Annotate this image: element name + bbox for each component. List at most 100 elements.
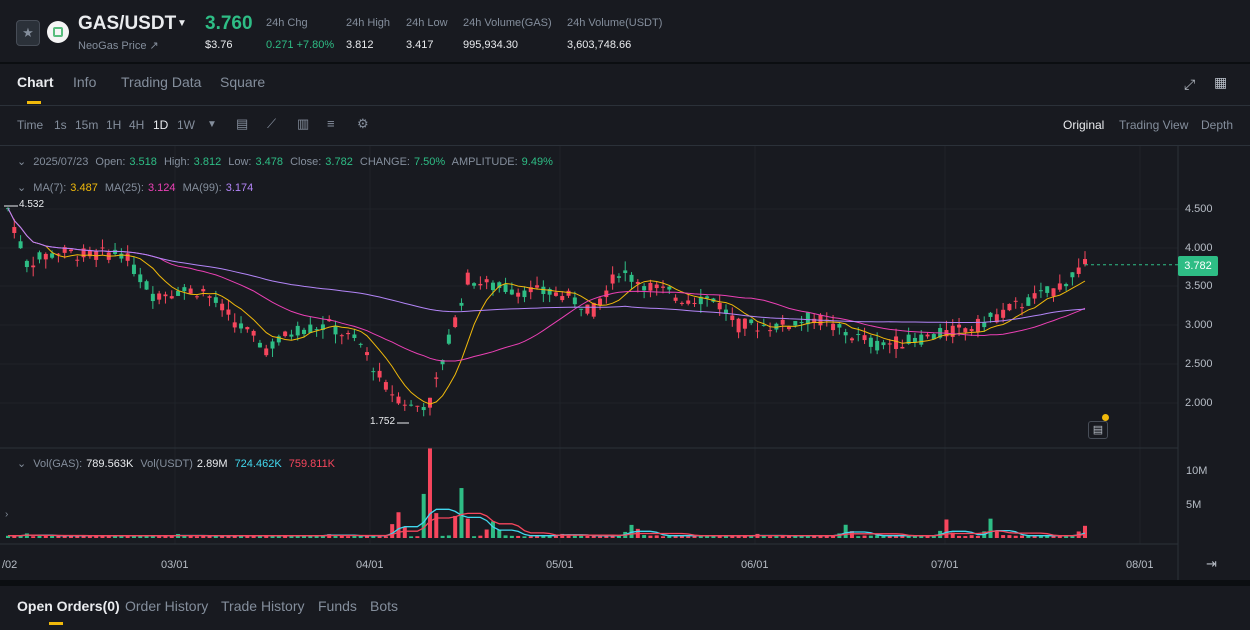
candle — [409, 404, 414, 406]
candle — [881, 342, 886, 346]
stat-24h-chg-value: 0.271 +7.80% — [266, 39, 335, 51]
expand-arrow-icon[interactable]: › — [5, 509, 9, 520]
volume-bar — [390, 524, 395, 538]
volume-bar — [289, 536, 294, 538]
indicators-icon[interactable]: ≡ — [327, 116, 335, 131]
vol-ma1-value: 724.462K — [234, 458, 282, 470]
candle — [1064, 284, 1069, 287]
candle — [673, 297, 678, 301]
layout-grid-icon[interactable]: ▦ — [1214, 74, 1228, 90]
candle — [774, 323, 779, 330]
candle — [610, 274, 615, 284]
collapse-caret-icon[interactable]: ⌄ — [17, 458, 27, 470]
candle — [679, 302, 684, 304]
volume-bar — [975, 536, 980, 538]
view-depth[interactable]: Depth — [1201, 118, 1234, 132]
collapse-caret-icon[interactable]: ⌄ — [17, 156, 27, 168]
volume-bar — [560, 533, 565, 538]
tab-trade-history[interactable]: Trade History — [221, 598, 305, 614]
calendar-icon[interactable]: ▤ — [236, 116, 249, 131]
candle — [302, 329, 307, 335]
draw-line-icon[interactable]: ⟋ — [267, 116, 277, 131]
favorite-star-icon[interactable]: ★ — [16, 20, 40, 46]
volume-bar — [453, 515, 458, 538]
interval-1w[interactable]: 1W — [177, 118, 195, 132]
candle — [1070, 272, 1075, 278]
candle — [667, 286, 672, 290]
vol-ma2-value: 759.811K — [288, 458, 336, 470]
candle — [119, 253, 124, 259]
tab-open-orders[interactable]: Open Orders(0) — [17, 598, 120, 614]
change-value: 7.50% — [414, 156, 446, 168]
volume-bar — [131, 536, 136, 538]
pair-name[interactable]: GAS/USDT — [78, 13, 177, 34]
volume-bar — [667, 535, 672, 538]
candle — [856, 334, 861, 336]
volume-bar — [113, 535, 118, 538]
ma99-label: MA(99): — [182, 182, 222, 194]
view-trading-view[interactable]: Trading View — [1119, 118, 1189, 132]
candle — [705, 296, 710, 299]
tab-bots[interactable]: Bots — [370, 598, 399, 614]
candlestick-chart[interactable] — [0, 146, 1250, 580]
event-note-icon[interactable]: ▤ — [1088, 421, 1108, 439]
settings-gear-icon[interactable]: ⚙ — [357, 116, 369, 131]
interval-1s[interactable]: 1s — [54, 118, 67, 132]
price-axis-label: 3.500 — [1185, 280, 1213, 292]
volume-bar — [711, 535, 716, 538]
volume-bar — [6, 535, 10, 538]
candle — [131, 264, 136, 274]
view-original[interactable]: Original — [1063, 118, 1105, 132]
volume-bar — [251, 536, 256, 538]
volume-bar — [1001, 535, 1006, 538]
volume-bar — [459, 488, 464, 538]
volume-bar — [686, 536, 691, 538]
tab-chart[interactable]: Chart — [17, 74, 54, 90]
volume-bar — [68, 535, 73, 538]
interval-4h[interactable]: 4H — [129, 118, 145, 132]
volume-bar — [232, 535, 237, 538]
ma7-label: MA(7): — [33, 182, 67, 194]
tab-trading-data[interactable]: Trading Data — [121, 74, 202, 90]
volume-bar — [100, 535, 105, 538]
volume-bar — [402, 527, 407, 538]
tab-order-history[interactable]: Order History — [125, 598, 209, 614]
volume-bar — [1038, 536, 1043, 538]
ma25-label: MA(25): — [104, 182, 144, 194]
active-tab-indicator — [27, 101, 41, 104]
volume-bar — [497, 529, 502, 538]
tab-funds[interactable]: Funds — [318, 598, 357, 614]
volume-bar — [434, 513, 439, 538]
interval-1h[interactable]: 1H — [106, 118, 122, 132]
fullscreen-icon[interactable]: ⤢ — [1184, 76, 1196, 92]
volume-bar — [446, 535, 451, 538]
volume-bar — [654, 535, 659, 538]
interval-15m[interactable]: 15m — [75, 118, 99, 132]
interval-1d[interactable]: 1D — [153, 118, 169, 132]
collapse-caret-icon[interactable]: ⌄ — [17, 182, 27, 194]
candle — [988, 312, 993, 317]
candle — [453, 317, 458, 328]
pair-dropdown-caret-icon[interactable]: ▼ — [177, 18, 187, 29]
candle — [724, 309, 728, 314]
candle — [314, 329, 319, 331]
candle — [843, 332, 848, 336]
pair-subtitle-link[interactable]: NeoGas Price ↗ — [78, 40, 159, 52]
candle — [894, 336, 899, 349]
interval-time[interactable]: Time — [17, 118, 44, 132]
volume-bar — [308, 535, 313, 538]
candle — [465, 272, 470, 285]
volume-bar — [509, 535, 514, 538]
volume-bar — [220, 535, 225, 538]
volume-bar — [661, 536, 666, 538]
tab-info[interactable]: Info — [73, 74, 97, 90]
tab-square[interactable]: Square — [220, 74, 266, 90]
candle — [950, 325, 955, 337]
volume-bar — [194, 536, 199, 538]
candle-type-icon[interactable]: ▥ — [297, 116, 310, 131]
more-intervals-caret-icon[interactable]: ▼ — [207, 119, 217, 130]
candle — [623, 270, 628, 274]
scale-settings-icon[interactable]: ⇥ — [1206, 556, 1217, 571]
close-value: 3.782 — [325, 156, 353, 168]
volume-bar — [786, 535, 791, 538]
